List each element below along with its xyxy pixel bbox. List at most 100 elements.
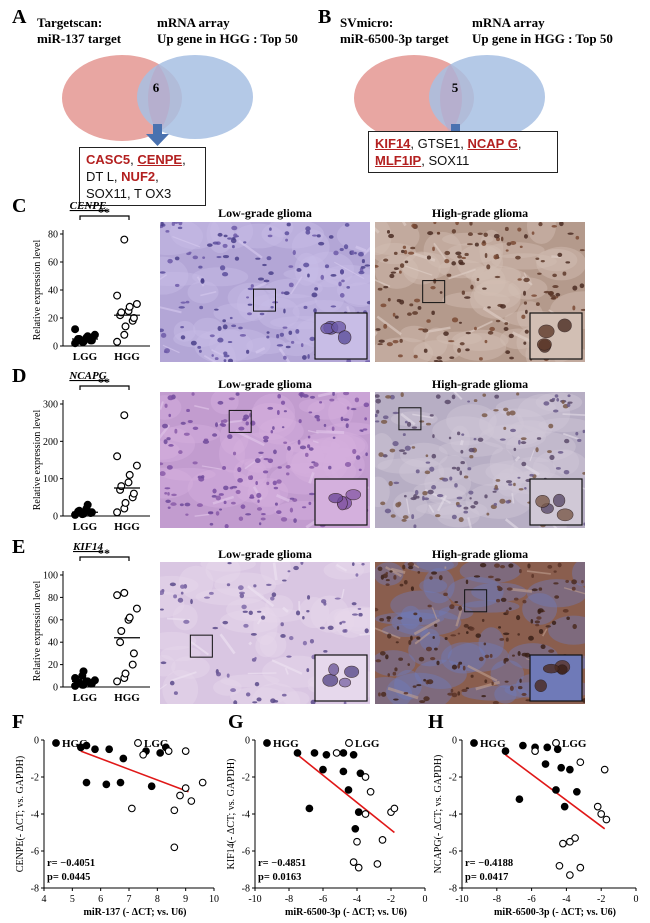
tissue-texture xyxy=(375,222,392,256)
tissue-fiber xyxy=(362,246,370,256)
cell-nucleus xyxy=(401,518,407,522)
cell-nucleus xyxy=(545,625,551,628)
tissue-fiber xyxy=(542,628,548,637)
cell-nucleus xyxy=(239,334,247,337)
cell-nucleus xyxy=(285,464,291,469)
cell-nucleus xyxy=(382,415,389,420)
cell-nucleus xyxy=(199,305,204,310)
y-tick-label: 0 xyxy=(53,512,58,523)
cell-nucleus xyxy=(536,437,542,440)
tissue-fiber xyxy=(475,680,501,691)
cell-nucleus xyxy=(300,562,304,565)
tissue-texture xyxy=(548,615,585,645)
cell-nucleus xyxy=(191,392,195,396)
cell-nucleus xyxy=(192,255,199,260)
data-point-hgg xyxy=(82,778,91,787)
cell-nucleus xyxy=(375,607,379,612)
data-point-hgg xyxy=(566,765,574,774)
significance-bracket xyxy=(79,385,130,390)
cell-nucleus xyxy=(415,469,420,474)
cell-nucleus xyxy=(473,575,481,578)
cell-nucleus xyxy=(219,508,223,511)
data-point-lgg xyxy=(361,773,370,781)
cell-nucleus xyxy=(222,319,226,323)
tissue-fiber xyxy=(284,667,289,675)
cell-nucleus xyxy=(429,576,433,580)
cell-nucleus xyxy=(416,636,421,640)
cell-nucleus xyxy=(432,246,435,252)
inset-cell xyxy=(534,679,547,693)
y-tick-label: 40 xyxy=(48,638,58,649)
inset-cell xyxy=(535,494,550,508)
cell-nucleus xyxy=(358,612,363,617)
cell-nucleus xyxy=(463,475,469,479)
cell-nucleus xyxy=(508,333,514,339)
cell-nucleus xyxy=(252,701,258,704)
cell-nucleus xyxy=(489,653,493,658)
cell-nucleus xyxy=(506,480,513,484)
cell-nucleus xyxy=(527,563,531,569)
cell-nucleus xyxy=(531,588,538,592)
data-point-hgg xyxy=(121,498,130,507)
cell-nucleus xyxy=(231,244,235,249)
tissue-texture xyxy=(413,481,467,500)
cell-nucleus xyxy=(313,308,317,313)
gene-name-E: KIF14 xyxy=(72,541,103,553)
cell-nucleus xyxy=(505,249,509,252)
cell-nucleus xyxy=(385,578,390,582)
tissue-fiber xyxy=(194,404,210,410)
cell-nucleus xyxy=(217,325,222,332)
histology-d-low-grade xyxy=(160,392,370,528)
y-tick-label: 0 xyxy=(53,342,58,353)
histology-e-low-grade xyxy=(160,562,370,704)
tissue-texture xyxy=(446,242,502,264)
cell-nucleus xyxy=(387,297,391,302)
cell-nucleus xyxy=(494,394,500,399)
cell-nucleus xyxy=(557,562,562,568)
tissue-texture xyxy=(233,432,294,469)
cell-nucleus xyxy=(277,466,282,469)
cell-nucleus xyxy=(509,356,514,360)
cell-nucleus xyxy=(417,570,421,574)
cell-nucleus xyxy=(272,426,275,430)
cell-nucleus xyxy=(451,664,458,670)
cell-nucleus xyxy=(256,697,262,702)
cell-nucleus xyxy=(160,471,166,477)
cell-nucleus xyxy=(431,485,437,490)
cell-nucleus xyxy=(521,461,527,467)
venn-a-overlap-count: 6 xyxy=(153,80,160,95)
legend-marker-lgg xyxy=(134,739,142,747)
tissue-texture xyxy=(474,267,532,298)
tissue-texture xyxy=(508,277,548,300)
cell-nucleus xyxy=(438,360,443,362)
cell-nucleus xyxy=(463,623,469,628)
cell-nucleus xyxy=(392,411,399,415)
tissue-fiber xyxy=(166,617,191,621)
cell-nucleus xyxy=(222,324,228,330)
cell-nucleus xyxy=(393,481,400,485)
tissue-texture xyxy=(336,392,370,408)
cell-nucleus xyxy=(518,439,521,445)
inset-cell xyxy=(557,318,572,333)
cell-nucleus xyxy=(523,301,528,305)
cell-nucleus xyxy=(403,249,408,255)
cell-nucleus xyxy=(283,291,290,296)
cell-nucleus xyxy=(184,502,191,507)
cell-nucleus xyxy=(385,571,389,575)
tissue-texture xyxy=(160,631,197,651)
cell-nucleus xyxy=(435,514,441,518)
cell-nucleus xyxy=(375,413,378,418)
regression-line xyxy=(80,750,189,793)
data-point-lgg xyxy=(90,676,99,685)
cell-nucleus xyxy=(557,252,563,257)
data-point-lgg xyxy=(378,836,387,844)
cell-nucleus xyxy=(521,314,526,320)
cell-nucleus xyxy=(500,236,504,242)
tissue-fiber xyxy=(162,344,180,354)
cell-nucleus xyxy=(357,607,362,610)
cell-nucleus xyxy=(258,522,262,526)
cell-nucleus xyxy=(496,585,501,589)
cell-nucleus xyxy=(198,349,202,353)
panel-letter-b: B xyxy=(318,6,332,28)
